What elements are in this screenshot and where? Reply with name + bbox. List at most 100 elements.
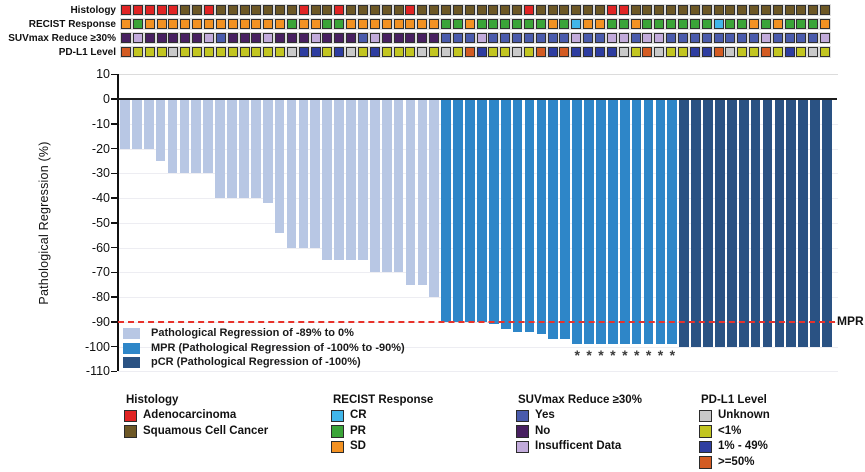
legend-swatch bbox=[699, 456, 712, 469]
annotation-cell bbox=[239, 47, 250, 57]
annotation-cell bbox=[156, 19, 167, 29]
annotation-cell bbox=[180, 33, 191, 43]
annotation-cell bbox=[784, 19, 795, 29]
annotation-cell bbox=[677, 33, 688, 43]
annotation-cell bbox=[358, 47, 368, 57]
waterfall-bar bbox=[179, 100, 190, 174]
annotation-cell bbox=[417, 33, 428, 43]
waterfall-bar bbox=[334, 100, 344, 260]
annotation-cell bbox=[796, 47, 807, 57]
annotation-cell bbox=[310, 33, 321, 43]
y-tick-mark bbox=[110, 271, 117, 273]
chart-legend-label: MPR (Pathological Regression of -100% to… bbox=[151, 341, 405, 354]
legend-item-label: <1% bbox=[718, 424, 742, 437]
waterfall-bar bbox=[596, 100, 606, 344]
legend-item-label: No bbox=[535, 424, 551, 437]
chart-legend-swatch bbox=[123, 342, 140, 354]
annotation-cell bbox=[132, 5, 143, 15]
annotation-cell bbox=[630, 19, 641, 29]
annotation-cell bbox=[298, 47, 309, 57]
chart-legend-label: Pathological Regression of -89% to 0% bbox=[151, 327, 354, 339]
annotation-cell bbox=[263, 5, 274, 15]
annotation-cell bbox=[559, 33, 570, 43]
y-tick-mark bbox=[110, 345, 117, 348]
y-tick-mark bbox=[110, 147, 117, 150]
annotation-cell bbox=[689, 47, 700, 57]
annotation-cell bbox=[215, 47, 226, 57]
annotation-cell bbox=[654, 19, 665, 29]
annotation-cell bbox=[500, 5, 511, 15]
waterfall-bar bbox=[524, 100, 535, 332]
y-tick-mark bbox=[110, 172, 117, 174]
annotation-cell bbox=[393, 33, 404, 43]
waterfall-bar bbox=[453, 100, 463, 322]
annotation-cell bbox=[760, 19, 771, 29]
annotation-cell bbox=[535, 33, 546, 43]
annotation-cell bbox=[618, 33, 629, 43]
annotation-cell bbox=[393, 19, 404, 29]
waterfall-bar bbox=[286, 100, 297, 248]
annotation-cell bbox=[452, 47, 463, 57]
annotation-cell bbox=[606, 33, 617, 43]
annotation-cell bbox=[488, 19, 499, 29]
chart-legend-swatch bbox=[123, 357, 140, 368]
annotation-cell bbox=[381, 19, 392, 29]
waterfall-bar bbox=[215, 100, 225, 198]
annotation-cell bbox=[417, 19, 428, 29]
annotation-cell bbox=[203, 33, 214, 43]
annotation-cell bbox=[334, 33, 345, 43]
annotation-cell bbox=[713, 5, 724, 15]
annotation-cell bbox=[689, 33, 700, 43]
annotation-cell bbox=[381, 47, 392, 57]
annotation-cell bbox=[666, 5, 677, 15]
y-tick-mark bbox=[110, 73, 117, 75]
annotation-cell bbox=[595, 19, 605, 29]
annotation-cell bbox=[618, 19, 629, 29]
waterfall-bar bbox=[274, 100, 285, 233]
annotation-cell bbox=[263, 19, 274, 29]
y-tick-mark bbox=[110, 197, 117, 199]
annotation-cell bbox=[358, 33, 368, 43]
waterfall-bar bbox=[429, 100, 440, 297]
annotation-cell bbox=[286, 19, 297, 29]
waterfall-bar bbox=[691, 100, 701, 347]
waterfall-bar bbox=[239, 100, 249, 198]
asterisk-marker: * bbox=[657, 347, 664, 363]
annotation-cell bbox=[476, 5, 487, 15]
annotation-cell bbox=[559, 19, 570, 29]
asterisk-marker: * bbox=[645, 347, 652, 363]
annotation-cell bbox=[405, 19, 416, 29]
legend-item-label: Insufficent Data bbox=[535, 440, 622, 452]
chart-legend-label: pCR (Pathological Regression of -100%) bbox=[151, 356, 361, 368]
annotation-cell bbox=[535, 47, 546, 57]
annotation-cell bbox=[666, 47, 677, 57]
annotation-cell bbox=[429, 47, 440, 57]
annotation-cell bbox=[547, 19, 558, 29]
annotation-cell bbox=[488, 5, 499, 15]
annotation-cell bbox=[286, 5, 297, 15]
annotation-cell bbox=[784, 47, 795, 57]
legend-item-label: SD bbox=[350, 440, 366, 452]
annotation-cell bbox=[725, 33, 736, 43]
annotation-cell bbox=[725, 47, 736, 57]
annotation-cell bbox=[452, 5, 463, 15]
annotation-cell bbox=[772, 33, 783, 43]
legend-swatch bbox=[331, 425, 344, 438]
y-tick-label: -100 bbox=[84, 339, 110, 354]
annotation-cell bbox=[121, 19, 131, 29]
annotation-cell bbox=[369, 5, 380, 15]
mpr-threshold-label: MPR bbox=[837, 314, 864, 328]
annotation-cell bbox=[547, 5, 558, 15]
y-axis-title: Pathological Regression (%) bbox=[37, 141, 51, 305]
annotation-cell bbox=[298, 19, 309, 29]
legend-swatch bbox=[331, 440, 344, 453]
annotation-cell bbox=[440, 5, 451, 15]
waterfall-bar bbox=[143, 100, 154, 149]
annotation-cell bbox=[227, 33, 238, 43]
annotation-cell bbox=[358, 19, 368, 29]
annotation-cell bbox=[393, 47, 404, 57]
annotation-cell bbox=[642, 19, 653, 29]
legend-swatch bbox=[124, 425, 137, 438]
y-tick-label: -70 bbox=[91, 265, 110, 280]
